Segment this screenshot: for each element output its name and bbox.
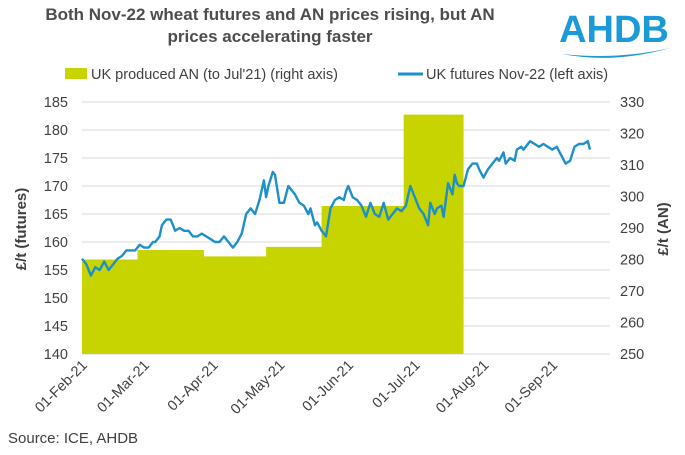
- ahdb-logo-text: AHDB: [559, 9, 669, 51]
- an-area-fill: [82, 114, 464, 354]
- x-tick-label: 01-Aug-21: [433, 358, 492, 417]
- chart-title: Both Nov-22 wheat futures and AN prices …: [10, 4, 530, 48]
- x-tick-label: 01-Feb-21: [32, 358, 91, 417]
- right-axis-label: £/t (AN): [655, 202, 672, 255]
- legend-futures-label: UK futures Nov-22 (left axis): [426, 67, 608, 83]
- right-tick-label: 310: [620, 158, 644, 174]
- left-axis-label: £/t (futures): [13, 188, 30, 271]
- legend: UK produced AN (to Jul'21) (right axis) …: [65, 67, 608, 83]
- left-tick-label: 145: [44, 319, 68, 335]
- left-tick-label: 140: [44, 347, 68, 363]
- right-axis-ticks: 250 260 270 280 290 300 310 320 330: [620, 95, 644, 363]
- left-axis-ticks: 140 145 150 155 160 165 170 175 180 185: [44, 95, 68, 363]
- right-tick-label: 250: [620, 347, 644, 363]
- x-tick-label: 01-Sep-21: [502, 358, 561, 417]
- legend-an-label: UK produced AN (to Jul'21) (right axis): [91, 67, 338, 83]
- source-note: Source: ICE, AHDB: [8, 430, 139, 447]
- right-tick-label: 280: [620, 253, 644, 269]
- logo-swoosh-icon: [562, 48, 670, 58]
- x-tick-label: 01-Jun-21: [300, 358, 357, 415]
- right-tick-label: 320: [620, 127, 644, 143]
- chart-title-line-1: Both Nov-22 wheat futures and AN prices …: [45, 5, 495, 24]
- x-tick-label: 01-Jul-21: [370, 358, 424, 412]
- left-tick-label: 170: [44, 179, 68, 195]
- right-tick-label: 330: [620, 95, 644, 111]
- futures-line-series: [81, 139, 592, 277]
- x-tick-label: 01-Apr-21: [165, 358, 222, 415]
- left-tick-label: 160: [44, 235, 68, 251]
- left-tick-label: 180: [44, 123, 68, 139]
- left-tick-label: 165: [44, 207, 68, 223]
- an-area-series: [82, 114, 464, 354]
- right-tick-label: 290: [620, 221, 644, 237]
- right-tick-label: 260: [620, 316, 644, 332]
- left-tick-label: 175: [44, 151, 68, 167]
- x-tick-label: 01-May-21: [228, 358, 288, 418]
- left-tick-label: 155: [44, 263, 68, 279]
- left-tick-label: 150: [44, 291, 68, 307]
- futures-line: [81, 139, 592, 277]
- x-axis-ticks: 01-Feb-21 01-Mar-21 01-Apr-21 01-May-21 01-J…: [32, 358, 561, 418]
- left-tick-label: 185: [44, 95, 68, 111]
- chart-title-line-2: prices accelerating faster: [167, 27, 373, 46]
- legend-an-swatch: [65, 68, 87, 79]
- ahdb-logo: AHDB: [559, 9, 670, 58]
- x-tick-label: 01-Mar-21: [94, 358, 153, 417]
- right-tick-label: 270: [620, 284, 644, 300]
- right-tick-label: 300: [620, 190, 644, 206]
